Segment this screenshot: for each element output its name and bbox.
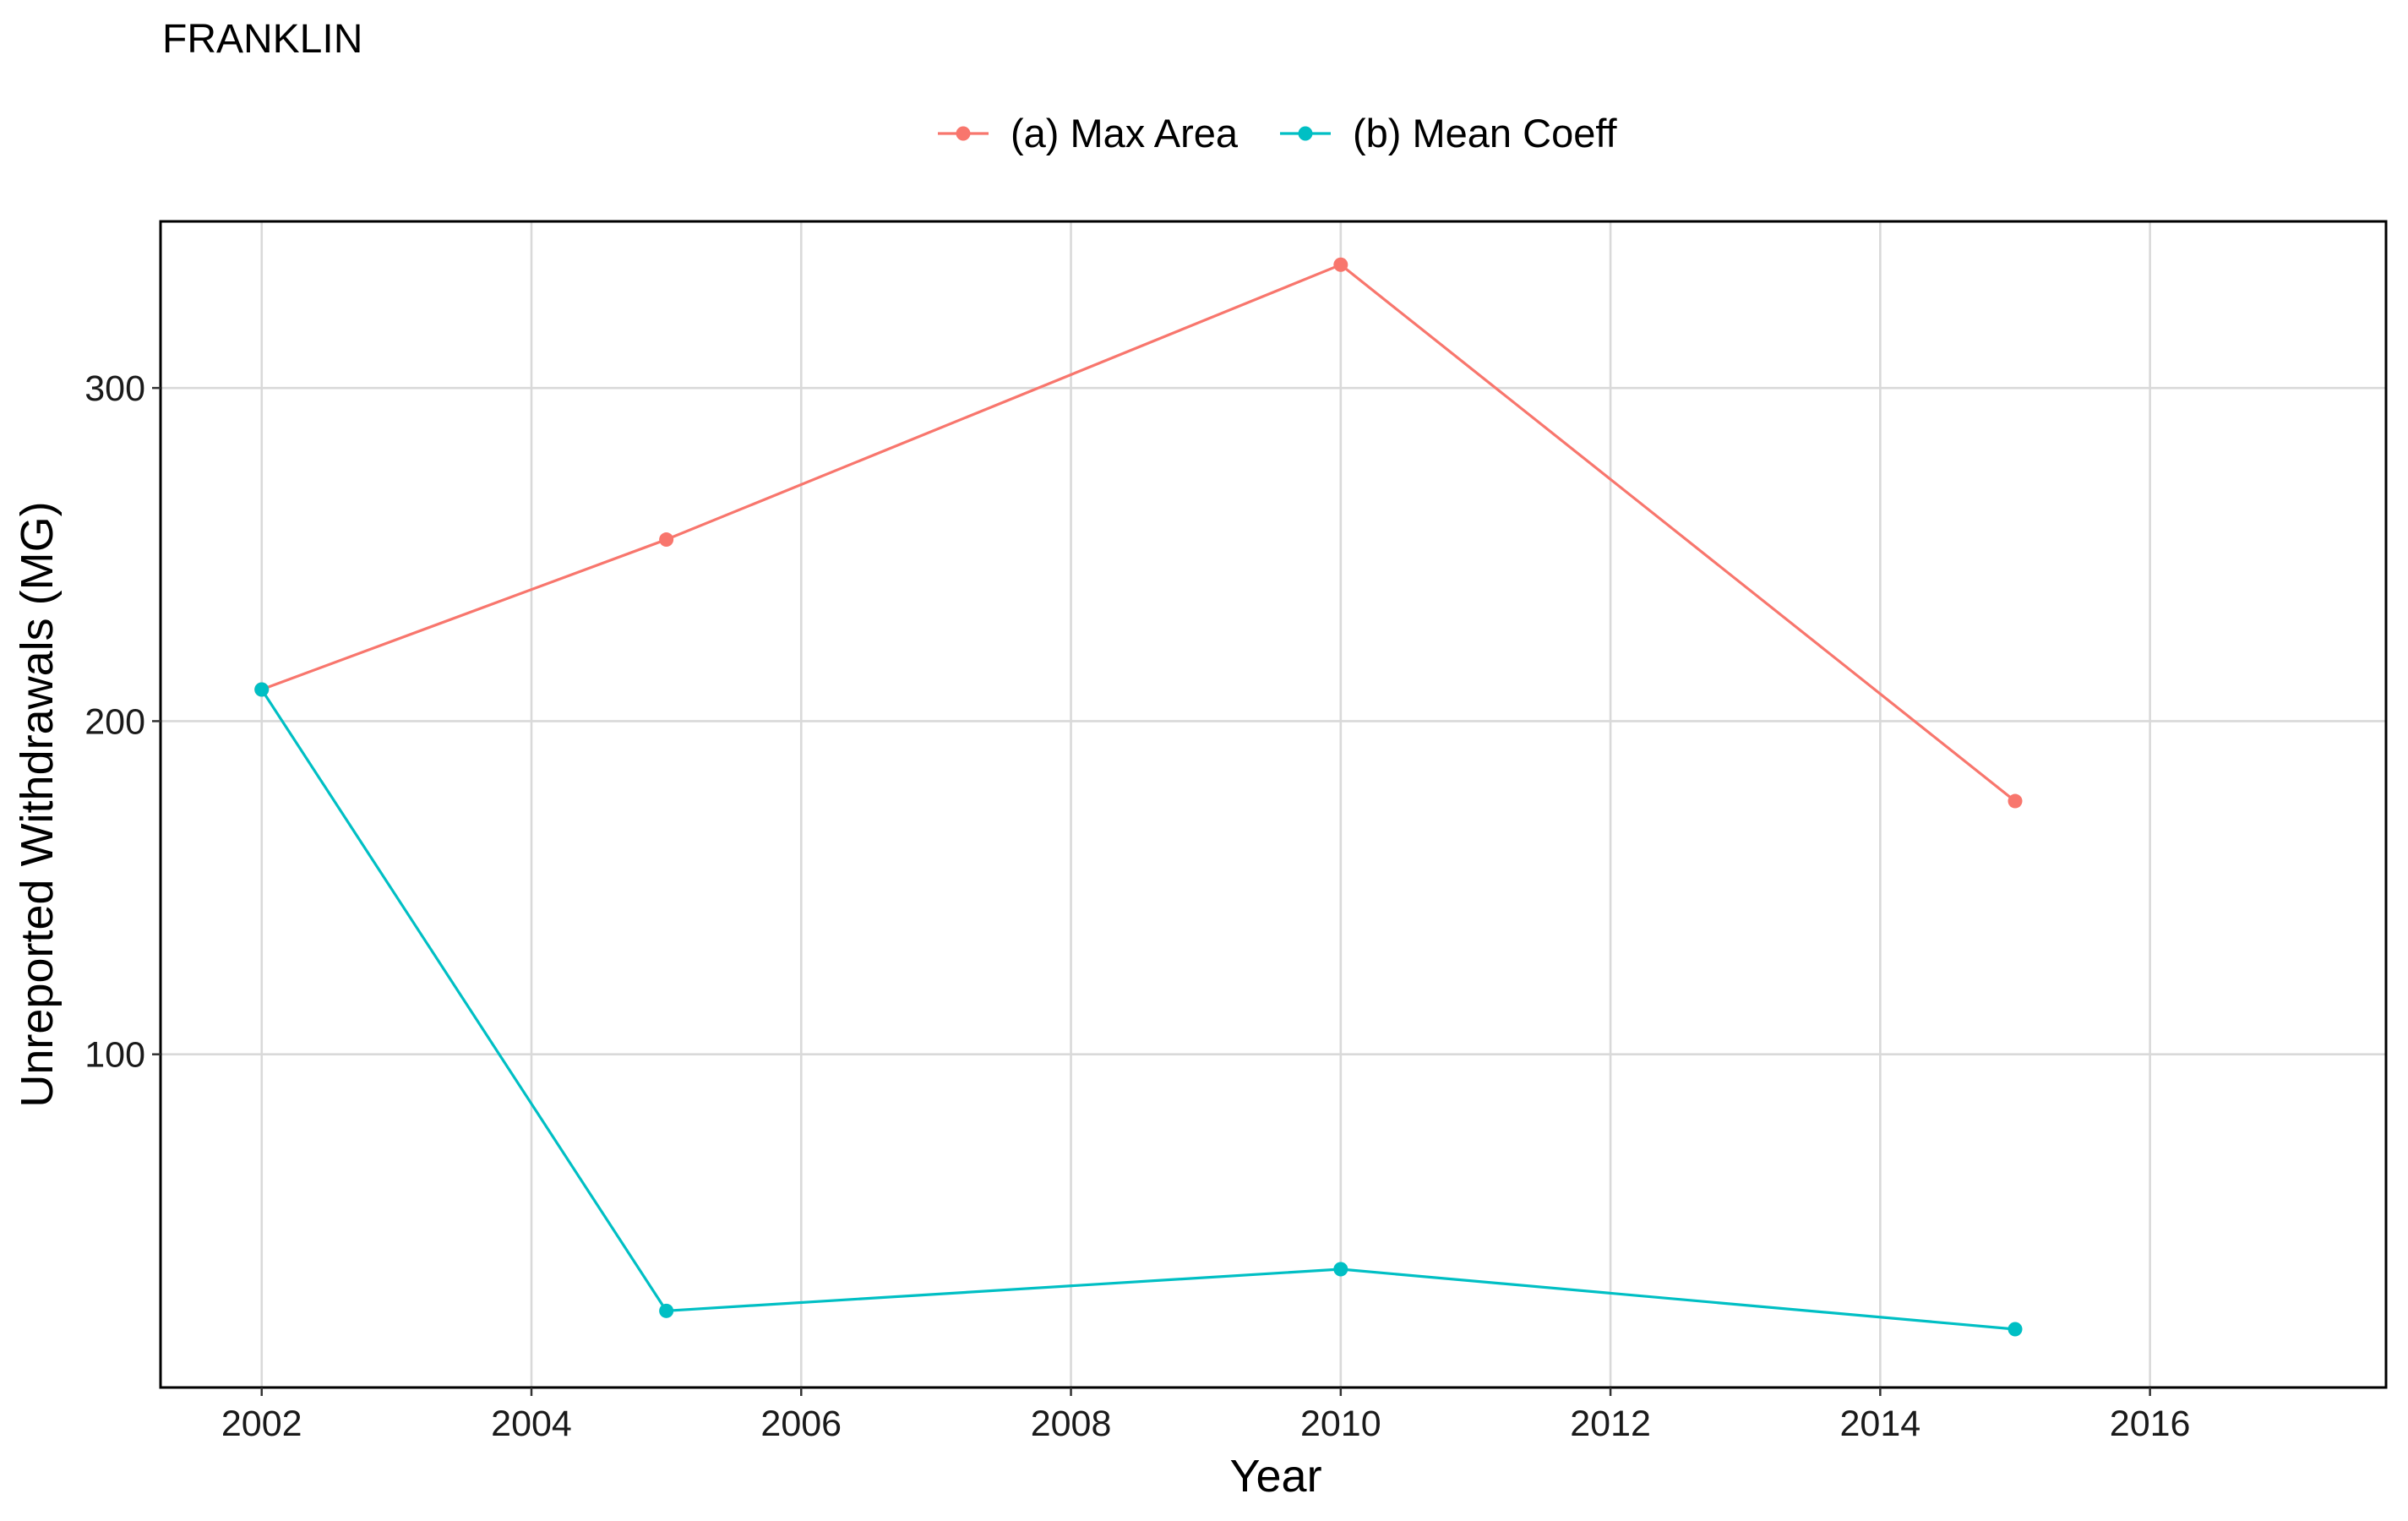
y-tick-label: 100 <box>84 1035 145 1076</box>
series-line <box>261 263 2016 803</box>
plot-panel-border <box>159 220 2388 1389</box>
y-tick-label: 300 <box>84 368 145 409</box>
series-mean-coeff <box>254 682 2023 1337</box>
data-point <box>254 682 270 697</box>
x-tick-label: 2016 <box>2110 1404 2191 1444</box>
data-point <box>2008 793 2023 809</box>
x-tick-label: 2008 <box>1031 1404 1112 1444</box>
series-line <box>260 689 2016 1331</box>
x-tick-label: 2014 <box>1840 1404 1921 1444</box>
y-axis: 100 200 300 <box>84 368 161 1076</box>
series-max-area <box>254 257 2023 809</box>
chart-title: FRANKLIN <box>162 17 362 62</box>
legend: (a) Max Area (b) Mean Coeff <box>938 111 1618 155</box>
legend-marker <box>956 126 971 141</box>
x-tick-label: 2002 <box>221 1404 302 1444</box>
x-axis: 2002 2004 2006 2008 2010 2012 2014 2016 <box>221 1387 2191 1444</box>
legend-label: (b) Mean Coeff <box>1353 111 1618 155</box>
x-tick-label: 2012 <box>1570 1404 1651 1444</box>
data-point <box>2008 1322 2023 1337</box>
x-tick-label: 2006 <box>760 1404 842 1444</box>
x-tick-label: 2010 <box>1300 1404 1381 1444</box>
legend-item-mean-coeff: (b) Mean Coeff <box>1280 111 1618 155</box>
y-axis-title: Unreported Withdrawals (MG) <box>12 501 63 1107</box>
data-point <box>659 1303 674 1318</box>
data-point <box>1333 257 1348 272</box>
x-axis-title: Year <box>1229 1451 1321 1502</box>
legend-marker <box>1298 126 1313 141</box>
y-tick-label: 200 <box>84 701 145 742</box>
grid <box>161 221 2386 1387</box>
legend-label: (a) Max Area <box>1011 111 1239 155</box>
x-tick-label: 2004 <box>491 1404 572 1444</box>
legend-item-max-area: (a) Max Area <box>938 111 1239 155</box>
data-point <box>659 532 674 548</box>
series-layer <box>254 257 2023 1337</box>
data-point <box>1333 1262 1348 1277</box>
